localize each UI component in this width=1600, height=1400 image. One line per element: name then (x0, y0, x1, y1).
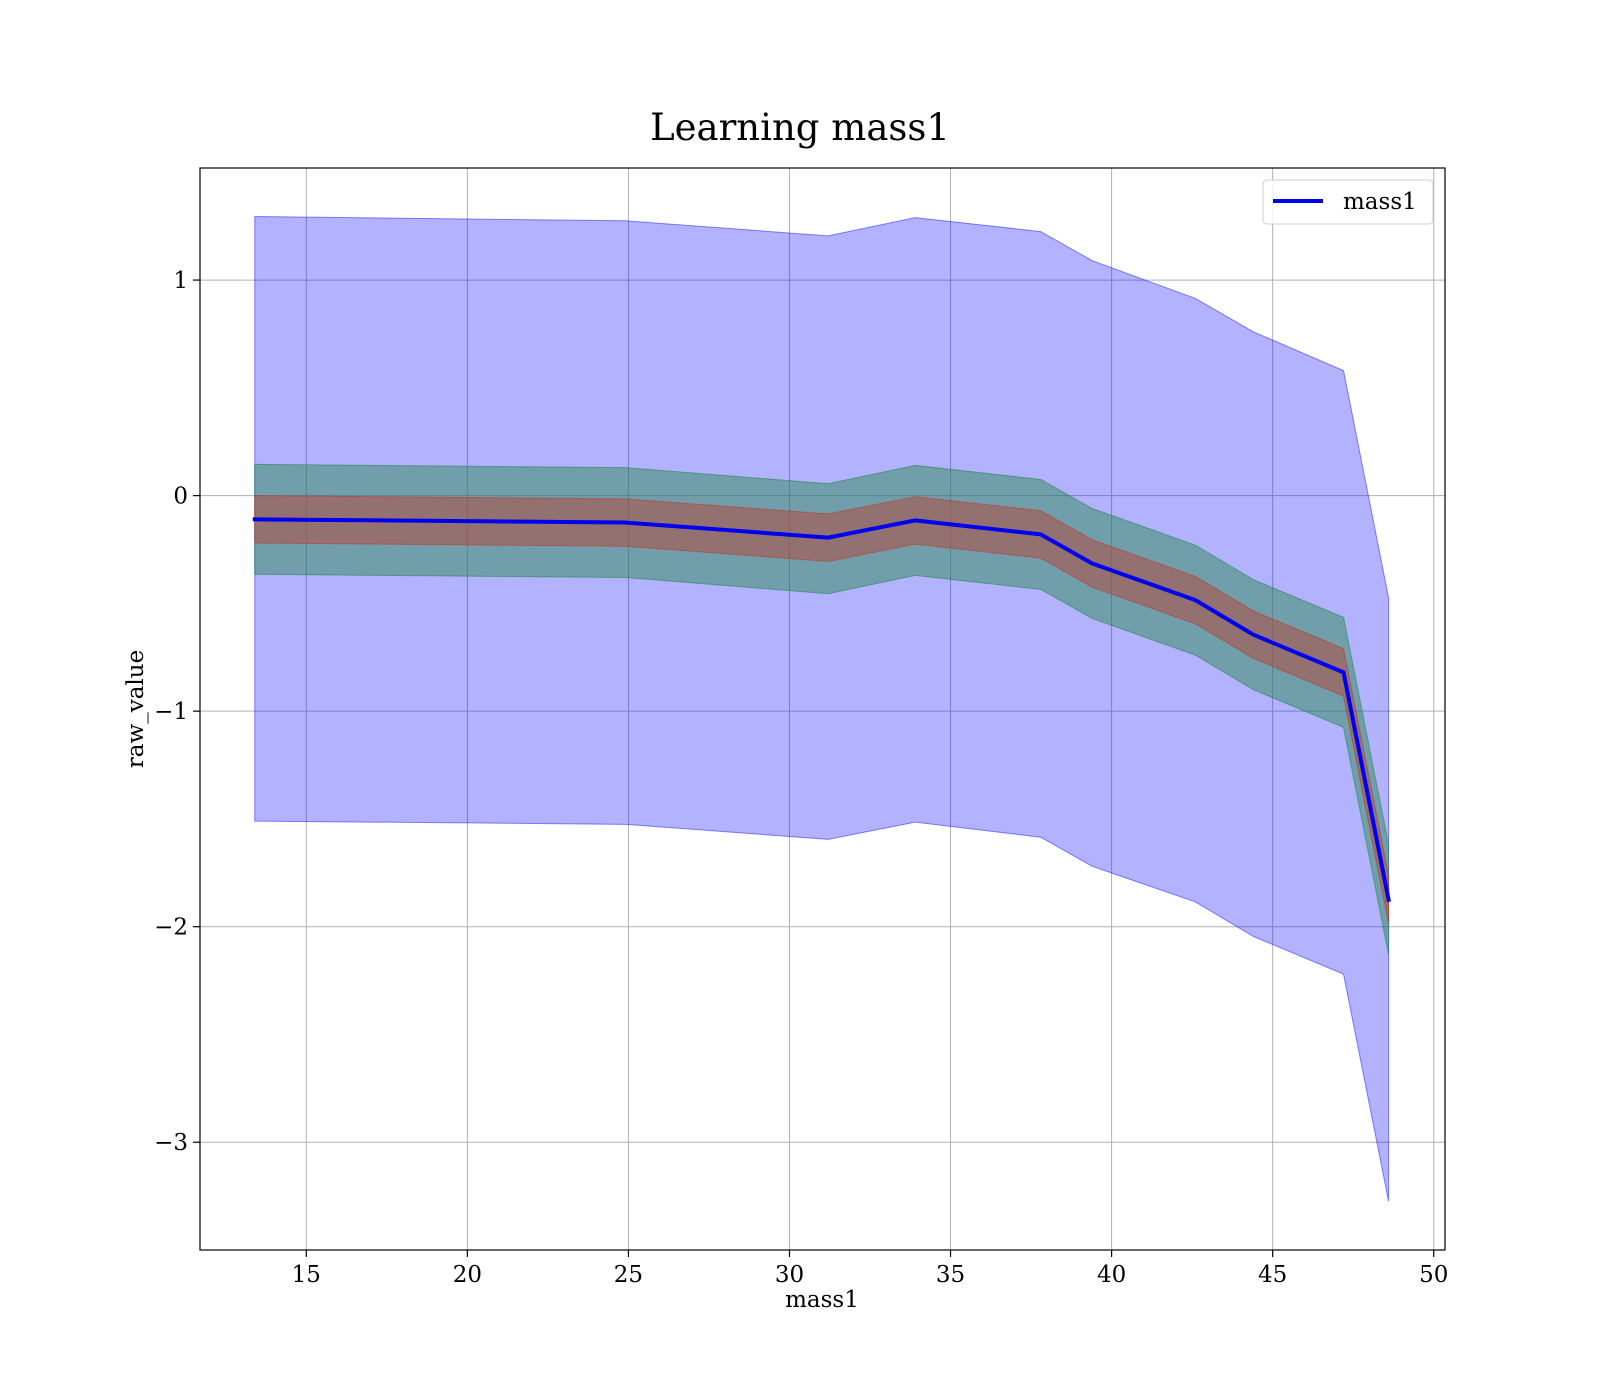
y-axis-label: raw_value (123, 650, 149, 768)
legend-label: mass1 (1343, 189, 1417, 215)
x-tick-label: 40 (1097, 1262, 1126, 1288)
legend: mass1 (1262, 179, 1434, 225)
y-tick-label: 0 (173, 484, 188, 510)
x-tick-label: 35 (936, 1262, 965, 1288)
plot-area (199, 167, 1446, 1251)
plot-background (200, 168, 1445, 1250)
y-tick-label: −2 (154, 915, 188, 941)
confidence-band-1 (254, 215, 1390, 1202)
y-tick-label: 1 (173, 268, 188, 294)
x-tick-label: 25 (614, 1262, 643, 1288)
y-tick-label: −3 (154, 1130, 188, 1156)
confidence-band-2 (254, 463, 1390, 955)
legend-box (1262, 179, 1434, 225)
series-lines (252, 517, 1391, 903)
plot-frame (199, 167, 1446, 1251)
y-tick-label: −1 (154, 699, 188, 725)
confidence-band-3 (254, 495, 1390, 924)
x-tick-label: 50 (1419, 1262, 1448, 1288)
confidence-bands (254, 215, 1390, 1202)
series-line-1 (252, 517, 1391, 903)
x-tick-label: 45 (1258, 1262, 1287, 1288)
x-tick-label: 30 (775, 1262, 804, 1288)
chart-title: Learning mass1 (650, 106, 950, 149)
x-axis-ticks: 15 20 25 30 35 40 45 50 (292, 1250, 1448, 1288)
x-tick-label: 20 (453, 1262, 482, 1288)
x-tick-label: 15 (292, 1262, 321, 1288)
y-axis-ticks: 1 0 −1 −2 −3 (154, 268, 200, 1156)
x-axis-label: mass1 (785, 1287, 859, 1313)
